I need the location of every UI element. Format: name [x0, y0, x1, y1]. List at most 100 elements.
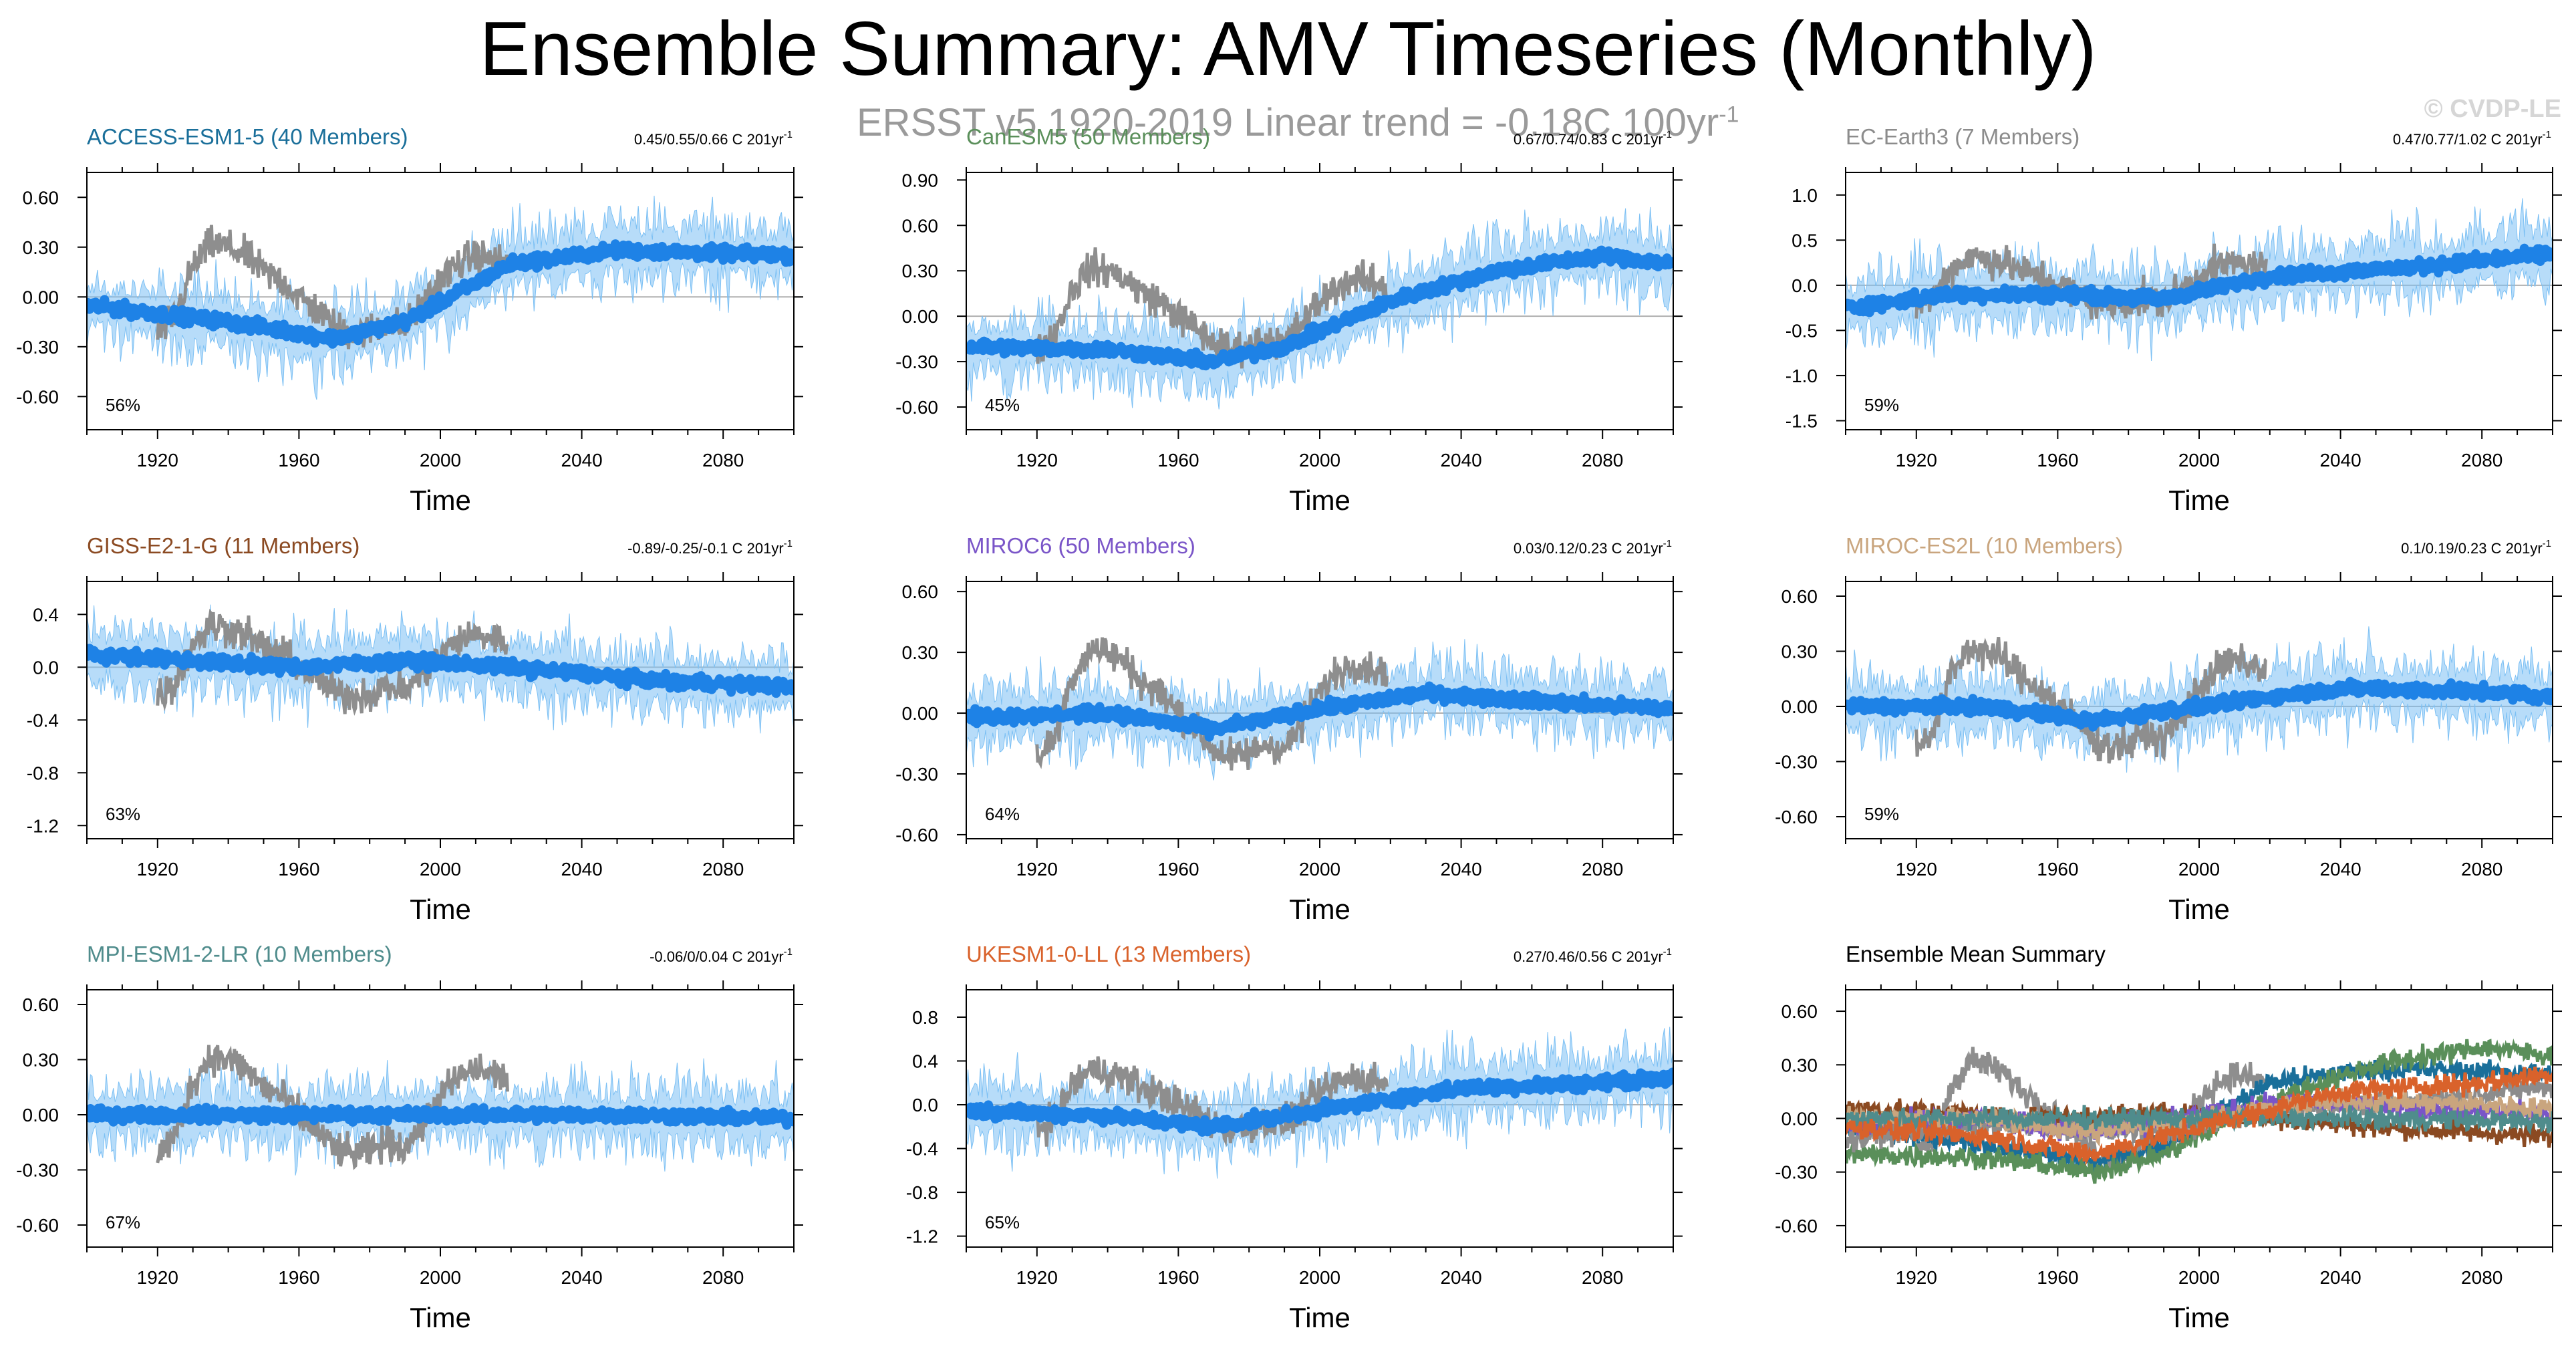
copyright-label: © CVDP-LE	[2424, 95, 2561, 123]
y-tick-label: 0.8	[912, 1007, 938, 1028]
x-tick-label: 2080	[1582, 1267, 1623, 1288]
y-tick-label: -0.30	[1775, 1162, 1818, 1183]
y-tick-label: 0.00	[23, 1105, 59, 1125]
x-tick-label: 1960	[2037, 450, 2078, 470]
x-tick-label: 1920	[1896, 859, 1937, 880]
x-tick-label: 2080	[702, 1267, 744, 1288]
x-axis-label: Time	[410, 485, 471, 516]
panel-trend-label: 0.67/0.74/0.83 C 201yr-1	[1514, 129, 1672, 148]
x-axis-label: Time	[2168, 1302, 2230, 1333]
panel-title: GISS-E2-1-G (11 Members)	[87, 533, 360, 558]
x-axis-label: Time	[2168, 485, 2230, 516]
y-tick-label: -0.60	[16, 1215, 59, 1236]
panel-title: MPI-ESM1-2-LR (10 Members)	[87, 942, 392, 966]
panel-data	[87, 1045, 794, 1176]
y-tick-label: -0.30	[895, 764, 938, 785]
ensemble-mean-line	[966, 681, 1673, 742]
x-tick-label: 1960	[1157, 1267, 1199, 1288]
y-tick-label: 0.90	[902, 170, 939, 190]
x-tick-label: 1920	[1016, 1267, 1058, 1288]
y-tick-label: 1.0	[1792, 185, 1818, 206]
y-tick-label: 0.60	[902, 215, 939, 236]
x-tick-label: 1920	[1896, 1267, 1937, 1288]
panel-3: EC-Earth3 (7 Members) 0.47/0.77/1.02 C 20…	[1785, 124, 2562, 516]
y-tick-label: 0.60	[1781, 586, 1818, 607]
x-tick-label: 1920	[1896, 450, 1937, 470]
x-tick-label: 1960	[2037, 859, 2078, 880]
y-tick-label: -0.8	[27, 763, 59, 783]
x-tick-label: 2000	[2178, 859, 2220, 880]
x-tick-label: 2000	[2178, 450, 2220, 470]
panel-4: GISS-E2-1-G (11 Members) -0.89/-0.25/-0.1…	[27, 533, 803, 925]
y-tick-label: 0.0	[33, 657, 59, 678]
x-axis-label: Time	[1289, 894, 1350, 925]
y-tick-label: 0.30	[23, 237, 59, 258]
ensemble-mean-line	[1846, 243, 2553, 317]
panel-trend-label: -0.06/0/0.04 C 201yr-1	[650, 946, 793, 965]
x-axis-label: Time	[1289, 1302, 1350, 1333]
panel-trend-label: 0.1/0.19/0.23 C 201yr-1	[2401, 538, 2551, 557]
y-tick-label: 0.0	[1792, 275, 1818, 296]
y-tick-label: 0.30	[23, 1050, 59, 1071]
panel-5: MIROC6 (50 Members) 0.03/0.12/0.23 C 201y…	[895, 533, 1683, 925]
x-tick-label: 2040	[1440, 1267, 1481, 1288]
panel-title: Ensemble Mean Summary	[1846, 942, 2106, 966]
y-tick-label: 0.5	[1792, 230, 1818, 251]
x-tick-label: 2000	[420, 859, 461, 880]
y-tick-label: -0.5	[1785, 320, 1818, 341]
panel-title: UKESM1-0-LL (13 Members)	[966, 942, 1251, 966]
x-axis-label: Time	[1289, 485, 1350, 516]
x-tick-label: 2000	[1299, 859, 1340, 880]
ensemble-mean-line	[1846, 676, 2553, 732]
percent-label: 56%	[106, 395, 140, 415]
panel-2: CanESM5 (50 Members) 0.67/0.74/0.83 C 201…	[895, 124, 1683, 516]
y-tick-label: -0.8	[906, 1182, 938, 1203]
x-tick-label: 2040	[1440, 859, 1481, 880]
panel-title: MIROC-ES2L (10 Members)	[1846, 533, 2123, 558]
panel-data	[1846, 626, 2553, 773]
y-tick-label: -1.2	[27, 815, 59, 836]
y-tick-label: 0.4	[33, 604, 59, 625]
panel-trend-label: -0.89/-0.25/-0.1 C 201yr-1	[627, 538, 793, 557]
panel-title: ACCESS-ESM1-5 (40 Members)	[87, 124, 408, 149]
x-tick-label: 2080	[2461, 1267, 2502, 1288]
x-tick-label: 2000	[2178, 1267, 2220, 1288]
percent-label: 45%	[985, 395, 1020, 415]
panel-trend-label: 0.47/0.77/1.02 C 201yr-1	[2393, 129, 2551, 148]
y-tick-label: -0.60	[1775, 807, 1818, 827]
panel-8: UKESM1-0-LL (13 Members) 0.27/0.46/0.56 C…	[906, 942, 1683, 1333]
x-tick-label: 2000	[420, 1267, 461, 1288]
x-tick-label: 2040	[2319, 1267, 2361, 1288]
x-axis-label: Time	[2168, 894, 2230, 925]
x-tick-label: 1920	[137, 1267, 178, 1288]
x-tick-label: 2040	[2319, 450, 2361, 470]
percent-label: 65%	[985, 1212, 1020, 1232]
y-tick-label: 0.60	[23, 994, 59, 1015]
y-tick-label: -1.5	[1785, 410, 1818, 431]
y-tick-label: 0.00	[23, 287, 59, 307]
figure-title: Ensemble Summary: AMV Timeseries (Monthl…	[479, 7, 2097, 92]
y-tick-label: -0.60	[16, 386, 59, 407]
x-tick-label: 2080	[1582, 450, 1623, 470]
y-tick-label: 0.00	[1781, 696, 1818, 717]
panel-data	[87, 604, 794, 734]
x-tick-label: 2080	[702, 859, 744, 880]
panel-data	[1846, 1038, 2553, 1184]
ensemble-mean-line	[966, 245, 1673, 371]
y-tick-label: -0.30	[16, 337, 59, 358]
y-tick-label: -0.30	[895, 352, 938, 372]
observed-line	[1035, 247, 1389, 369]
percent-label: 67%	[106, 1212, 140, 1232]
y-tick-label: -0.4	[906, 1139, 938, 1160]
panel-6: MIROC-ES2L (10 Members) 0.1/0.19/0.23 C 2…	[1775, 533, 2562, 925]
panel-7: MPI-ESM1-2-LR (10 Members) -0.06/0/0.04 C…	[16, 942, 803, 1333]
x-tick-label: 2000	[1299, 1267, 1340, 1288]
x-axis-label: Time	[410, 1302, 471, 1333]
observed-line	[1035, 637, 1389, 771]
y-tick-label: 0.0	[912, 1095, 938, 1115]
x-tick-label: 2040	[2319, 859, 2361, 880]
subtitle-superscript: -1	[1719, 102, 1739, 128]
observed-line	[156, 1045, 509, 1170]
y-tick-label: 0.60	[23, 187, 59, 208]
percent-label: 59%	[1864, 395, 1899, 415]
